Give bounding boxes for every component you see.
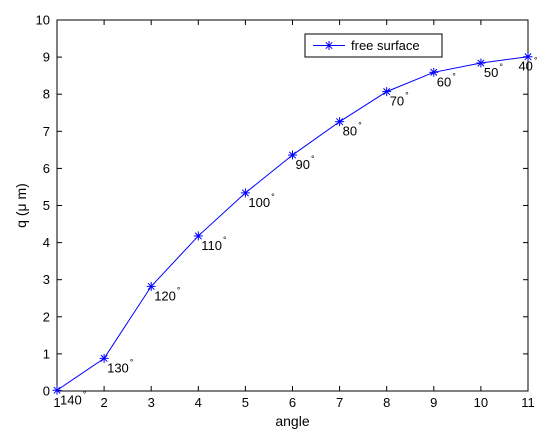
y-axis-label: q (μ m) (13, 183, 29, 228)
degree-symbol: ° (271, 192, 275, 202)
degree-symbol: ° (223, 235, 227, 245)
angle-value: 110 (201, 238, 222, 253)
x-tick-label: 11 (521, 395, 535, 410)
angle-label: 100° (248, 192, 275, 210)
y-tick-label: 0 (43, 384, 50, 399)
y-tick-label: 4 (43, 235, 50, 250)
degree-symbol: ° (499, 62, 503, 72)
angle-value: 140 (60, 392, 82, 407)
angle-label: 90° (296, 154, 315, 172)
x-tick-label: 6 (289, 395, 296, 410)
series-line (56, 56, 529, 391)
angle-value: 130 (107, 360, 129, 375)
legend-box (304, 33, 443, 58)
y-tick-label: 5 (43, 198, 50, 213)
series-layer (52, 52, 533, 395)
angle-label: 60° (437, 71, 456, 89)
x-tick-label: 3 (148, 395, 155, 410)
angle-label: 70° (390, 91, 409, 109)
data-point (52, 385, 62, 395)
angle-label: 80° (343, 121, 362, 139)
x-tick-label: 5 (242, 395, 249, 410)
legend: free surface (304, 33, 443, 58)
degree-symbol: ° (452, 71, 456, 81)
data-point (193, 231, 203, 241)
angle-label: 110° (201, 235, 227, 253)
angle-value: 120 (154, 288, 176, 303)
angle-value: 80 (343, 124, 357, 139)
angle-label: 140° (60, 389, 87, 407)
degree-symbol: ° (130, 357, 134, 367)
x-axis-label: angle (275, 413, 309, 429)
angle-value: 50 (484, 65, 498, 80)
annotation-layer: 140°130°120°110°100°90°80°70°60° 50° 40° (60, 56, 538, 408)
angle-value: 40 (518, 59, 532, 74)
y-tick-label: 10 (36, 13, 50, 28)
x-tick-label: 8 (383, 395, 390, 410)
angle-label: 40° (518, 56, 537, 74)
angle-value: 100 (248, 195, 270, 210)
data-point (335, 117, 345, 127)
degree-symbol: ° (177, 285, 181, 295)
degree-symbol: ° (405, 91, 409, 101)
angle-value: 60 (437, 74, 451, 89)
y-tick-label: 9 (43, 50, 50, 65)
y-tick-label: 1 (43, 346, 50, 361)
axes-box (56, 19, 529, 392)
x-tick-label: 9 (430, 395, 437, 410)
data-point (523, 52, 533, 62)
data-point (382, 87, 392, 97)
data-point (288, 150, 297, 160)
data-point (476, 58, 486, 68)
y-tick-label: 6 (43, 161, 50, 176)
y-tick-label: 3 (43, 272, 50, 287)
x-tick-label: 2 (100, 395, 107, 410)
angle-value: 90 (296, 157, 310, 172)
legend-label: free surface (351, 38, 420, 53)
x-tick-label: 1 (53, 395, 60, 410)
legend-marker (324, 41, 334, 50)
angle-label: 130° (107, 357, 134, 375)
plot-frame (56, 19, 529, 392)
degree-symbol: ° (534, 56, 538, 66)
degree-symbol: ° (83, 389, 87, 399)
y-tick-label: 2 (43, 309, 50, 324)
data-point (429, 67, 439, 77)
angle-label: 50° (484, 62, 503, 80)
data-point (146, 281, 156, 291)
x-tick-label: 10 (474, 395, 488, 410)
degree-symbol: ° (311, 154, 315, 164)
x-tick-label: 4 (195, 395, 202, 410)
angle-value: 70 (390, 94, 404, 109)
data-point (240, 188, 250, 198)
degree-symbol: ° (358, 121, 362, 131)
y-tick-label: 7 (43, 124, 50, 139)
x-tick-label: 7 (336, 395, 343, 410)
data-point (99, 353, 109, 363)
angle-label: 120° (154, 285, 181, 303)
y-tick-label: 8 (43, 87, 50, 102)
